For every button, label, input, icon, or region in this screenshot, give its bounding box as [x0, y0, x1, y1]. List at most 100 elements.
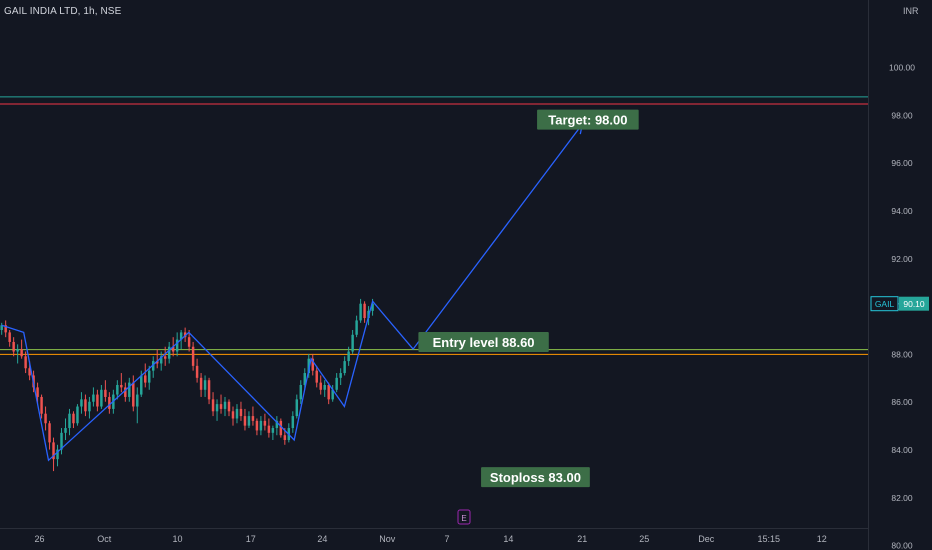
symbol-header[interactable]: GAIL INDIA LTD, 1h, NSE — [4, 6, 122, 17]
earnings-event-marker[interactable]: E — [457, 509, 471, 525]
price-tick-label: 86.00 — [891, 397, 913, 407]
candle-body — [331, 389, 334, 400]
candle-body — [223, 401, 227, 409]
candle-body — [132, 382, 135, 407]
candle-body — [48, 423, 51, 443]
candle-body — [72, 413, 75, 424]
pattern-projection-path — [1, 123, 583, 462]
candle-body — [140, 375, 143, 395]
candle-body — [136, 394, 139, 407]
candle-body — [76, 406, 79, 424]
time-tick-label: Oct — [97, 534, 112, 544]
candle-body — [191, 346, 195, 366]
time-tick-label: 15:15 — [758, 534, 781, 544]
candle-body — [307, 358, 310, 374]
candle-body — [159, 356, 163, 364]
candle-body — [20, 349, 23, 357]
annotation-text: Stoploss 83.00 — [490, 470, 581, 485]
annotation-box — [537, 109, 639, 130]
time-tick-label: 12 — [817, 534, 827, 544]
symbol-badge-text: GAIL — [875, 299, 895, 309]
candle-body — [271, 428, 275, 433]
symbol-badge-box — [870, 296, 899, 312]
candle-body — [52, 442, 55, 460]
candle-body — [215, 404, 219, 412]
candle-body — [68, 413, 71, 429]
candle-body — [227, 401, 231, 412]
annotation-box — [418, 331, 549, 352]
candle-body — [359, 303, 362, 321]
candle-body — [167, 346, 171, 359]
candle-body — [339, 373, 342, 378]
time-tick-label: Dec — [698, 534, 715, 544]
candle-body — [120, 385, 123, 388]
candle-body — [335, 377, 338, 390]
event-marker-box — [457, 509, 471, 525]
candle-body — [92, 394, 95, 402]
price-badge-text: 90.10 — [903, 299, 925, 309]
candle-body — [315, 370, 318, 383]
candle-body — [247, 416, 251, 426]
candle-body — [88, 401, 91, 412]
candle-body — [363, 303, 366, 319]
candle-body — [60, 432, 63, 450]
candle-body — [175, 339, 179, 352]
candle-body — [80, 399, 83, 407]
candle-body — [199, 377, 203, 390]
time-tick-label: 17 — [246, 534, 256, 544]
time-tick-label: 10 — [173, 534, 183, 544]
candle-body — [219, 404, 223, 409]
candle-body — [116, 385, 119, 395]
candle-body — [343, 361, 346, 374]
candle-body — [231, 411, 235, 419]
candle-body — [327, 385, 330, 400]
candle-body — [243, 416, 247, 426]
candle-body — [355, 320, 358, 335]
time-axis-panel — [0, 528, 868, 550]
price-tick-label: 82.00 — [891, 493, 913, 503]
price-axis-panel — [868, 0, 932, 550]
candle-body — [351, 334, 354, 352]
candle-body — [195, 365, 199, 378]
time-tick-label: 24 — [317, 534, 327, 544]
annotation-label: Stoploss 83.00 — [481, 467, 590, 488]
candle-body — [100, 389, 103, 407]
candle-body — [104, 389, 107, 397]
annotation-label: Entry level 88.60 — [418, 331, 549, 352]
price-tick-label: 96.00 — [891, 158, 913, 168]
price-tick-label: 88.00 — [891, 349, 913, 359]
candle-body — [44, 413, 47, 424]
candle-body — [235, 408, 239, 419]
candle-body — [12, 341, 15, 352]
candle-body — [275, 420, 279, 429]
candle-body — [295, 399, 299, 417]
candle-body — [279, 420, 283, 436]
candle-body — [8, 332, 11, 342]
time-tick-label: 14 — [503, 534, 513, 544]
candle-body — [0, 325, 3, 330]
time-tick-label: 25 — [639, 534, 649, 544]
candle-body — [144, 375, 147, 383]
candle-body — [124, 387, 127, 397]
candle-body — [259, 420, 263, 431]
candle-body — [251, 416, 255, 421]
annotation-text: Entry level 88.60 — [433, 335, 535, 350]
candle-body — [56, 449, 59, 460]
candle-body — [16, 349, 19, 352]
annotation-text: Target: 98.00 — [548, 113, 627, 128]
candle-body — [311, 358, 314, 371]
candle-body — [64, 428, 67, 433]
last-price-badge: GAIL 90.10 — [870, 296, 929, 312]
candle-body — [163, 356, 167, 359]
candle-body — [187, 337, 191, 347]
price-tick-label: 100.00 — [889, 62, 915, 72]
candle-body — [303, 373, 307, 385]
candle-body — [203, 380, 207, 390]
time-tick-label: 7 — [444, 534, 449, 544]
candle-body — [283, 435, 287, 440]
candle-body — [171, 346, 175, 352]
candle-body — [155, 361, 159, 364]
